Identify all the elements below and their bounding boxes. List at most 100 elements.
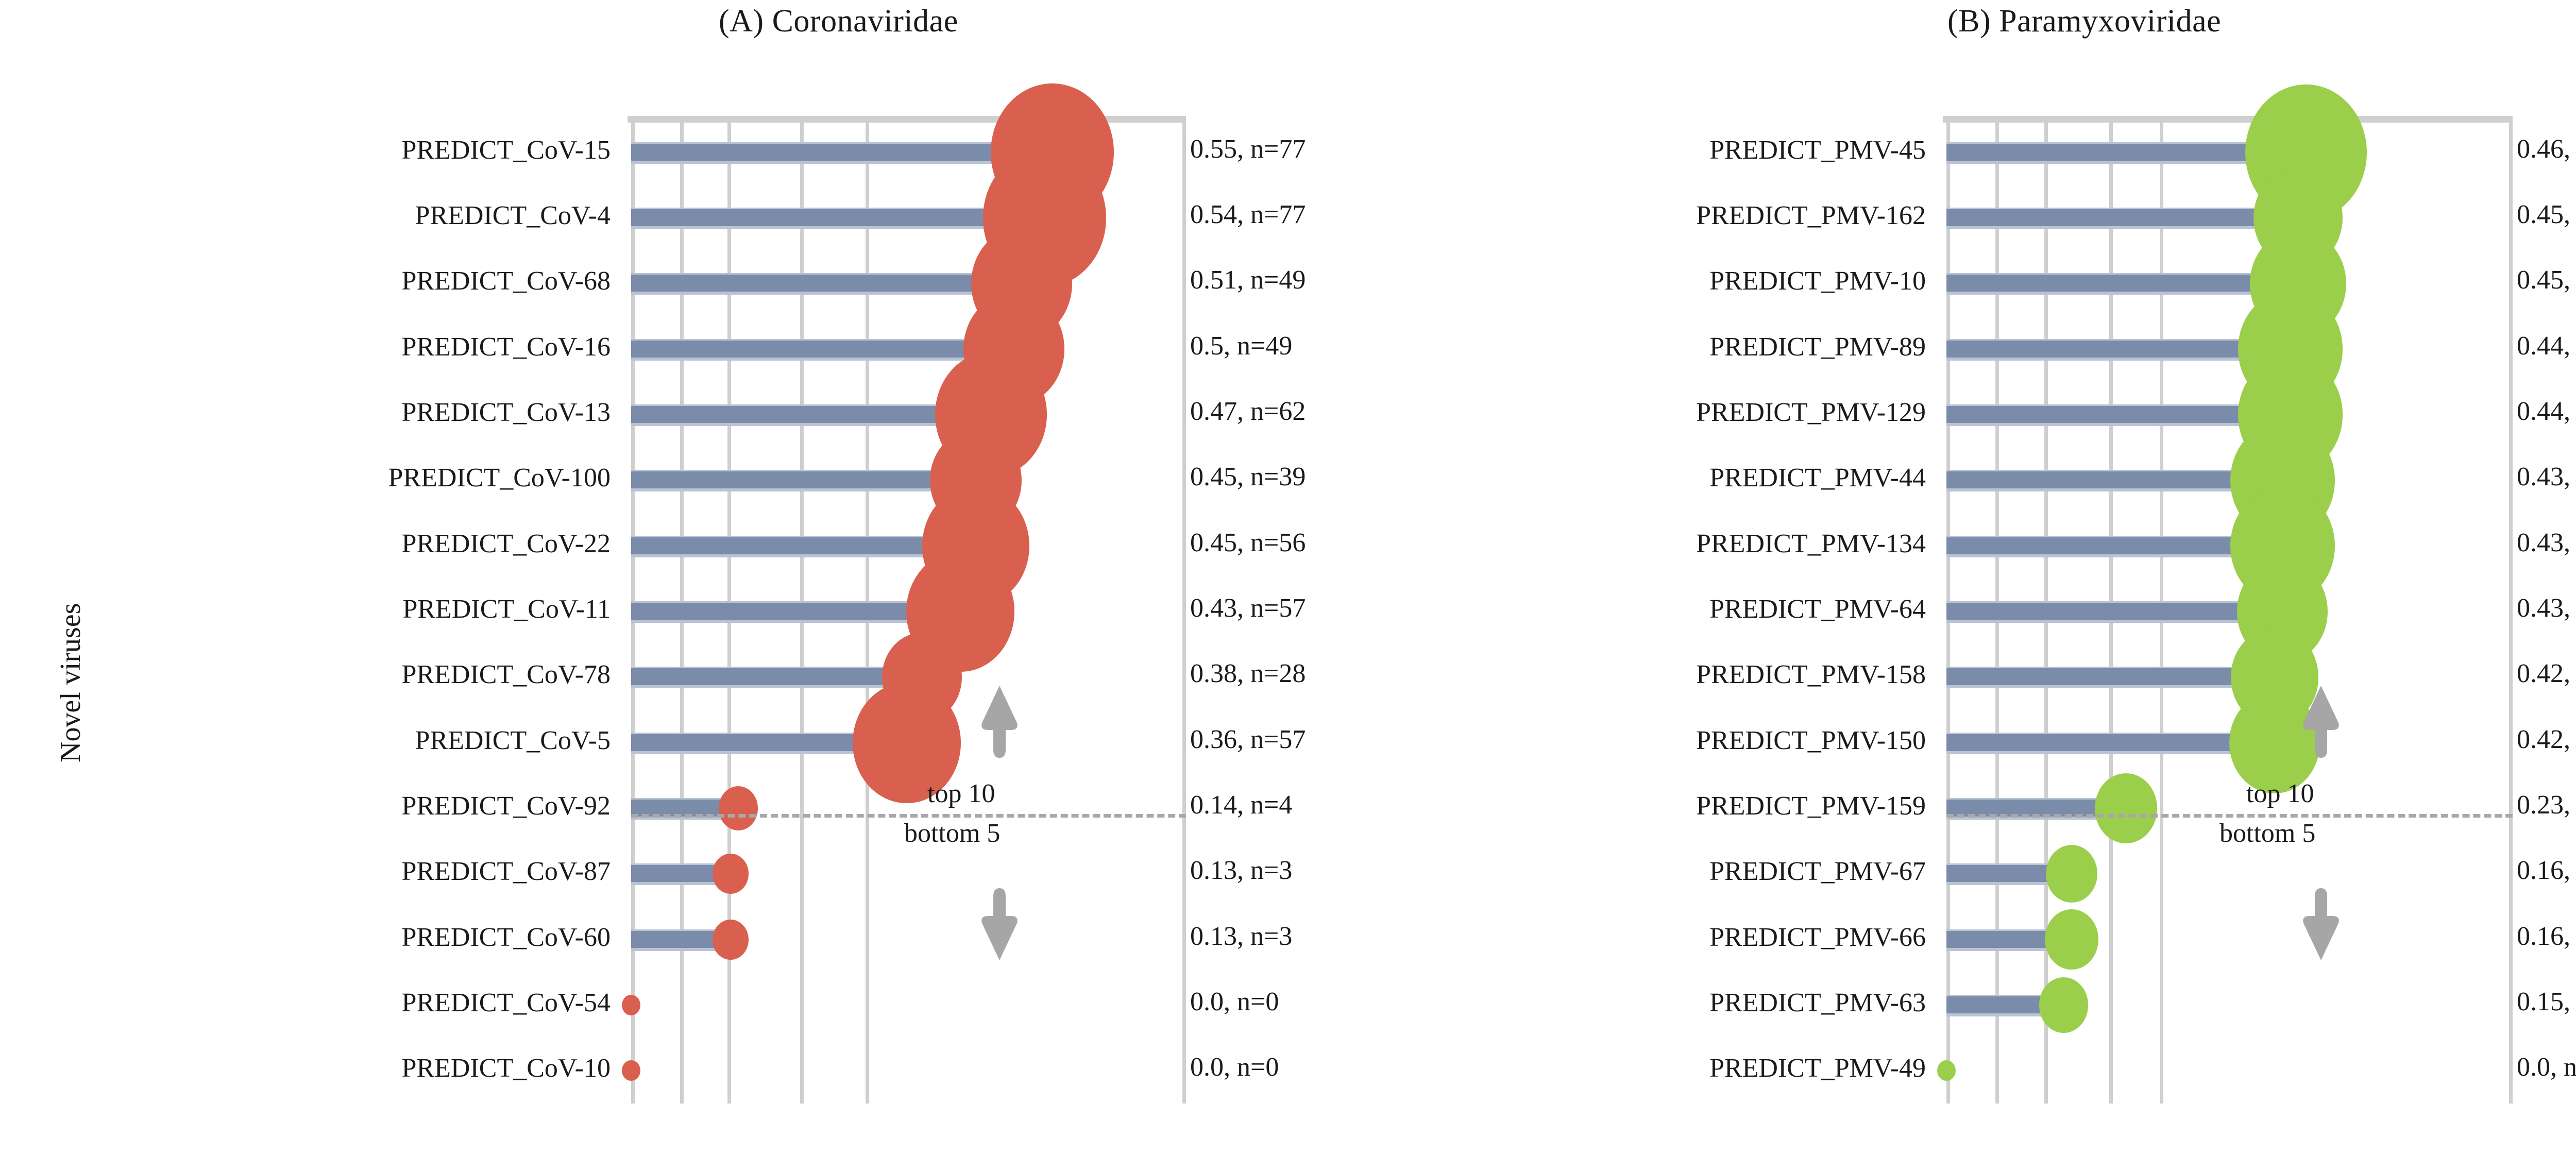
- value-label: 0.23, n=15: [2517, 790, 2576, 820]
- arrow-up-icon-b: [2303, 686, 2339, 758]
- row-label: PREDICT_CoV-60: [401, 922, 611, 952]
- value-label: 0.43, n=57: [1190, 593, 1306, 623]
- bubble-marker: [2039, 977, 2089, 1033]
- row-label: PREDICT_CoV-68: [401, 266, 611, 296]
- panel-b-title: (B) Paramyxoviridae: [1947, 4, 2222, 39]
- lollipop-bar: [1946, 734, 2275, 751]
- lollipop-bar: [631, 537, 976, 554]
- row-label: PREDICT_PMV-89: [1709, 332, 1926, 362]
- value-label: 0.16, n=9: [2517, 856, 2576, 886]
- row-label: PREDICT_CoV-16: [401, 332, 611, 362]
- value-label: 0.36, n=57: [1190, 724, 1306, 754]
- value-label: 0.38, n=28: [1190, 659, 1306, 689]
- value-label: 0.14, n=4: [1190, 790, 1293, 820]
- lollipop-bar: [1946, 668, 2275, 686]
- lollipop-bar: [1946, 406, 2291, 423]
- panel-a-title: (A) Coronaviridae: [719, 4, 958, 39]
- row-label: PREDICT_CoV-92: [401, 791, 611, 821]
- row-label: PREDICT_CoV-54: [401, 988, 611, 1017]
- row-label: PREDICT_PMV-66: [1709, 922, 1926, 952]
- row-label: PREDICT_CoV-22: [401, 529, 611, 558]
- lollipop-bar: [631, 603, 961, 620]
- panel-paramyxoviridae: (B) Paramyxoviridae PREDICT_PMV-45 PREDIC…: [1319, 0, 2576, 1171]
- lollipop-bar: [1946, 537, 2283, 554]
- arrow-up-icon-a: [981, 686, 1018, 758]
- row-label: PREDICT_CoV-87: [401, 857, 611, 887]
- annot-top10-b: top 10: [2246, 779, 2314, 808]
- annot-bottom5-a: bottom 5: [904, 819, 1001, 848]
- value-label: 0.51, n=49: [1190, 265, 1306, 295]
- value-label: 0.42, n=38: [2517, 724, 2576, 754]
- value-label: 0.42, n=35: [2517, 659, 2576, 689]
- lollipop-bar: [631, 209, 1045, 226]
- top-bottom-divider-b: [1946, 814, 2513, 818]
- plot-top-border-b: [1943, 116, 2513, 123]
- lollipop-bar: [631, 406, 991, 423]
- row-label: PREDICT_CoV-78: [401, 660, 611, 690]
- value-label: 0.13, n=3: [1190, 856, 1293, 886]
- bubble-marker: [622, 994, 640, 1016]
- annot-top10-a: top 10: [927, 779, 995, 808]
- row-label: PREDICT_CoV-5: [415, 725, 611, 755]
- row-label: PREDICT_PMV-64: [1709, 595, 1926, 624]
- lollipop-bar: [1946, 603, 2283, 620]
- value-label: 0.47, n=62: [1190, 397, 1306, 426]
- row-label: PREDICT_CoV-11: [402, 595, 611, 624]
- bubble-marker: [622, 1060, 640, 1081]
- lollipop-bar: [631, 275, 1022, 292]
- gridline: [2509, 120, 2513, 1104]
- top-bottom-divider-a: [631, 814, 1186, 818]
- row-label: PREDICT_CoV-10: [401, 1054, 611, 1083]
- value-label: 0.43, n=53: [2517, 462, 2576, 492]
- value-label: 0.43, n=53: [2517, 528, 2576, 557]
- bubble-marker: [2044, 909, 2098, 970]
- row-label: PREDICT_CoV-100: [388, 463, 611, 493]
- value-label: 0.44, n=53: [2517, 397, 2576, 426]
- value-label: 0.43, n=38: [2517, 593, 2576, 623]
- value-label: 0.5, n=49: [1190, 331, 1293, 361]
- arrow-down-icon-b: [2303, 888, 2339, 960]
- panel-coronaviridae: (A) Coronaviridae Novel viruses PREDICT_…: [55, 4, 1306, 1104]
- row-label: PREDICT_CoV-13: [401, 398, 611, 427]
- row-label: PREDICT_PMV-67: [1709, 857, 1926, 887]
- row-label: PREDICT_PMV-162: [1696, 201, 1926, 230]
- row-label: PREDICT_PMV-49: [1709, 1054, 1926, 1083]
- lollipop-bar: [1946, 471, 2283, 489]
- bubble-marker: [713, 854, 749, 894]
- row-label: PREDICT_PMV-159: [1696, 791, 1926, 821]
- lollipop-bar: [1946, 275, 2298, 292]
- value-label: 0.0, n=0: [1190, 987, 1279, 1016]
- lollipop-bar: [631, 340, 1014, 358]
- value-label: 0.46, n=75: [2517, 134, 2576, 164]
- lollipop-bar: [631, 668, 922, 686]
- value-label: 0.54, n=77: [1190, 200, 1306, 229]
- value-label: 0.15, n=8: [2517, 987, 2576, 1016]
- value-label: 0.45, n=37: [2517, 200, 2576, 229]
- lollipop-bar: [631, 471, 976, 489]
- row-label: PREDICT_PMV-45: [1709, 135, 1926, 165]
- value-label: 0.13, n=3: [1190, 921, 1293, 951]
- bubble-marker: [2229, 692, 2320, 794]
- value-label: 0.45, n=44: [2517, 265, 2576, 295]
- lollipop-bar: [1946, 209, 2298, 226]
- bubble-marker: [2045, 845, 2097, 903]
- bubble-marker: [719, 786, 758, 830]
- gridline: [1182, 120, 1186, 1104]
- value-label: 0.44, n=53: [2517, 331, 2576, 361]
- value-label: 0.55, n=77: [1190, 134, 1306, 164]
- value-label: 0.16, n=10: [2517, 921, 2576, 951]
- row-label: PREDICT_CoV-15: [401, 135, 611, 165]
- row-label: PREDICT_PMV-10: [1709, 266, 1926, 296]
- value-label: 0.0, n=0: [2517, 1053, 2576, 1082]
- lollipop-bar: [1946, 340, 2291, 358]
- arrow-down-icon-a: [981, 888, 1018, 960]
- row-label: PREDICT_PMV-158: [1696, 660, 1926, 690]
- value-label: 0.0, n=0: [1190, 1053, 1279, 1082]
- row-label: PREDICT_PMV-150: [1696, 725, 1926, 755]
- row-label: PREDICT_PMV-129: [1696, 398, 1926, 427]
- row-label: PREDICT_PMV-63: [1709, 988, 1926, 1017]
- value-label: 0.45, n=56: [1190, 528, 1306, 557]
- bubble-marker: [2095, 773, 2158, 843]
- bubble-marker: [1937, 1060, 1956, 1081]
- bubble-marker: [713, 919, 749, 960]
